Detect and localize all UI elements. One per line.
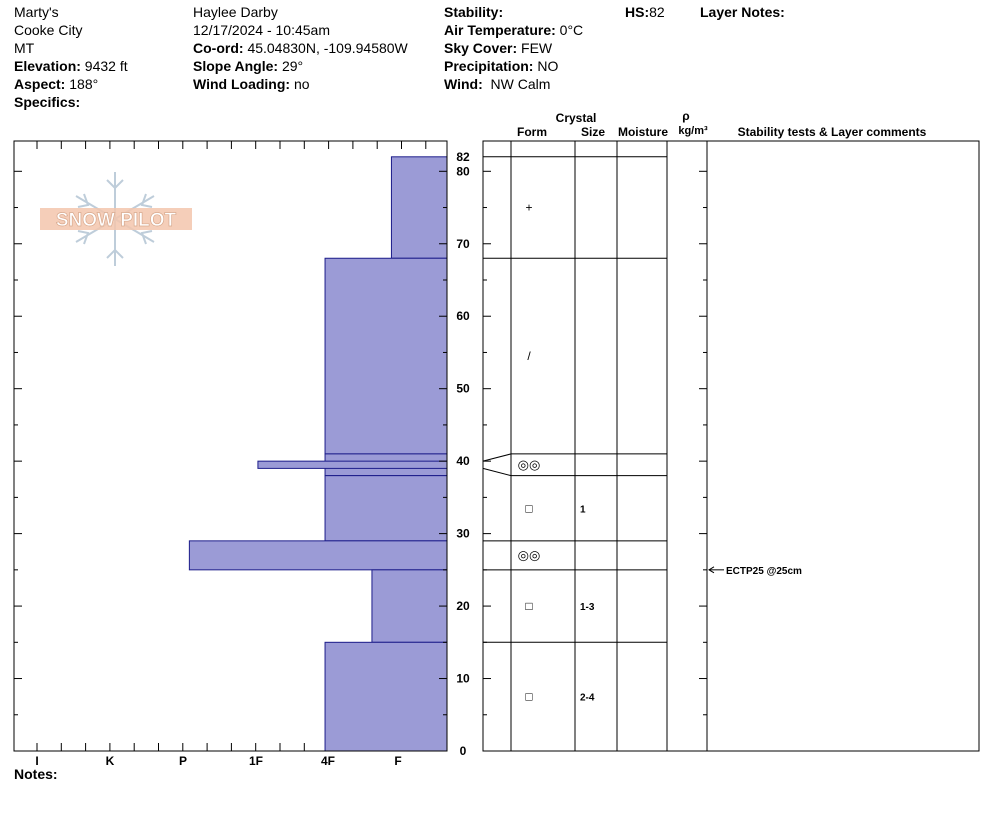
coord-row: Co-ord: 45.04830N, -109.94580W [193,39,408,57]
depth-label: 70 [456,237,470,251]
coord-value: 45.04830N, -109.94580W [247,40,408,56]
notes-label: Notes: [14,766,58,782]
stability-test-label: ECTP25 @25cm [726,566,802,577]
density-header: kg/m³ [678,125,708,137]
location-name: Marty's [14,4,59,20]
elevation-value: 9432 ft [84,58,128,74]
specifics-label: Specifics: [14,94,81,110]
crystal-form-symbol: ◎◎ [518,457,541,472]
depth-label: 0 [460,744,467,758]
crystal-form-symbol: □ [525,599,532,613]
wind-label: Wind: [444,76,483,92]
hardness-label: K [106,754,115,768]
hardness-label: 1F [249,754,263,768]
slope-label: Slope Angle: [193,58,279,74]
hs-top-label: 82 [456,150,470,164]
layer-connector [482,467,512,477]
airtemp-label: Air Temperature: [444,22,556,38]
crystal-form-symbol: □ [525,690,532,704]
hs-value: 82 [649,4,665,20]
hardness-label: I [35,754,38,768]
crystal-form-symbol: □ [525,501,532,515]
logo-text: SNOW PILOT [56,210,177,231]
precip-value: NO [537,58,559,74]
observation-datetime: 12/17/2024 - 10:45am [193,22,330,38]
hardness-bar [324,257,448,455]
region-name: Cooke City [14,22,83,38]
depth-label: 10 [456,672,470,686]
layer-table-frame [482,140,980,752]
thin-layer-bar [257,460,448,469]
crystal-size-label: 2-4 [580,693,595,704]
crystal-header: Crystal [556,111,597,125]
stability-test-arrowhead [708,566,715,574]
sky-value: FEW [521,40,553,56]
logo-banner [40,208,192,230]
form-header: Form [517,125,547,139]
hs-row: HS:82 [625,3,665,21]
crystal-form-symbol: / [527,349,531,363]
sky-row: Sky Cover: FEW [444,39,552,57]
rho-header: ρ [682,109,689,123]
windload-value: no [293,76,310,92]
hardness-bar [188,540,448,571]
stability-label: Stability: [444,4,504,20]
hs-label: HS: [625,4,650,20]
hardness-label: F [394,754,401,768]
depth-label: 20 [456,599,470,613]
size-header: Size [581,125,605,139]
hardness-label: P [179,754,187,768]
aspect-value: 188° [69,76,99,92]
moisture-header: Moisture [618,125,668,139]
depth-label: 30 [456,527,470,541]
layer-connector [482,453,512,462]
sky-label: Sky Cover: [444,40,518,56]
hardness-bar [324,475,448,542]
airtemp-row: Air Temperature: 0°C [444,21,583,39]
slope-row: Slope Angle: 29° [193,57,303,75]
coord-label: Co-ord: [193,40,244,56]
wind-row: Wind: NW Calm [444,75,550,93]
crystal-size-label: 1-3 [580,602,595,613]
windload-label: Wind Loading: [193,76,291,92]
depth-label: 60 [456,309,470,323]
elevation-label: Elevation: [14,58,81,74]
hardness-bar [390,156,448,259]
slope-value: 29° [281,58,304,74]
crystal-size-label: 1 [580,504,586,515]
depth-label: 50 [456,382,470,396]
crystal-form-symbol: + [525,201,532,215]
windload-row: Wind Loading: no [193,75,310,93]
stability-tests-header: Stability tests & Layer comments [738,125,927,139]
airtemp-value: 0°C [559,22,584,38]
depth-label: 80 [456,164,470,178]
precip-label: Precipitation: [444,58,534,74]
hardness-label: 4F [321,754,335,768]
observer-name: Haylee Darby [193,4,278,20]
precip-row: Precipitation: NO [444,57,558,75]
elevation-row: Elevation: 9432 ft [14,57,128,75]
depth-label: 40 [456,454,470,468]
hardness-bar [371,569,448,643]
state-name: MT [14,40,35,56]
hardness-bar [324,641,448,752]
hardness-plot-frame [13,140,448,752]
layer-notes-label: Layer Notes: [700,4,785,20]
aspect-label: Aspect: [14,76,66,92]
crystal-form-symbol: ◎◎ [518,547,541,562]
wind-value: NW Calm [490,76,551,92]
aspect-row: Aspect: 188° [14,75,98,93]
